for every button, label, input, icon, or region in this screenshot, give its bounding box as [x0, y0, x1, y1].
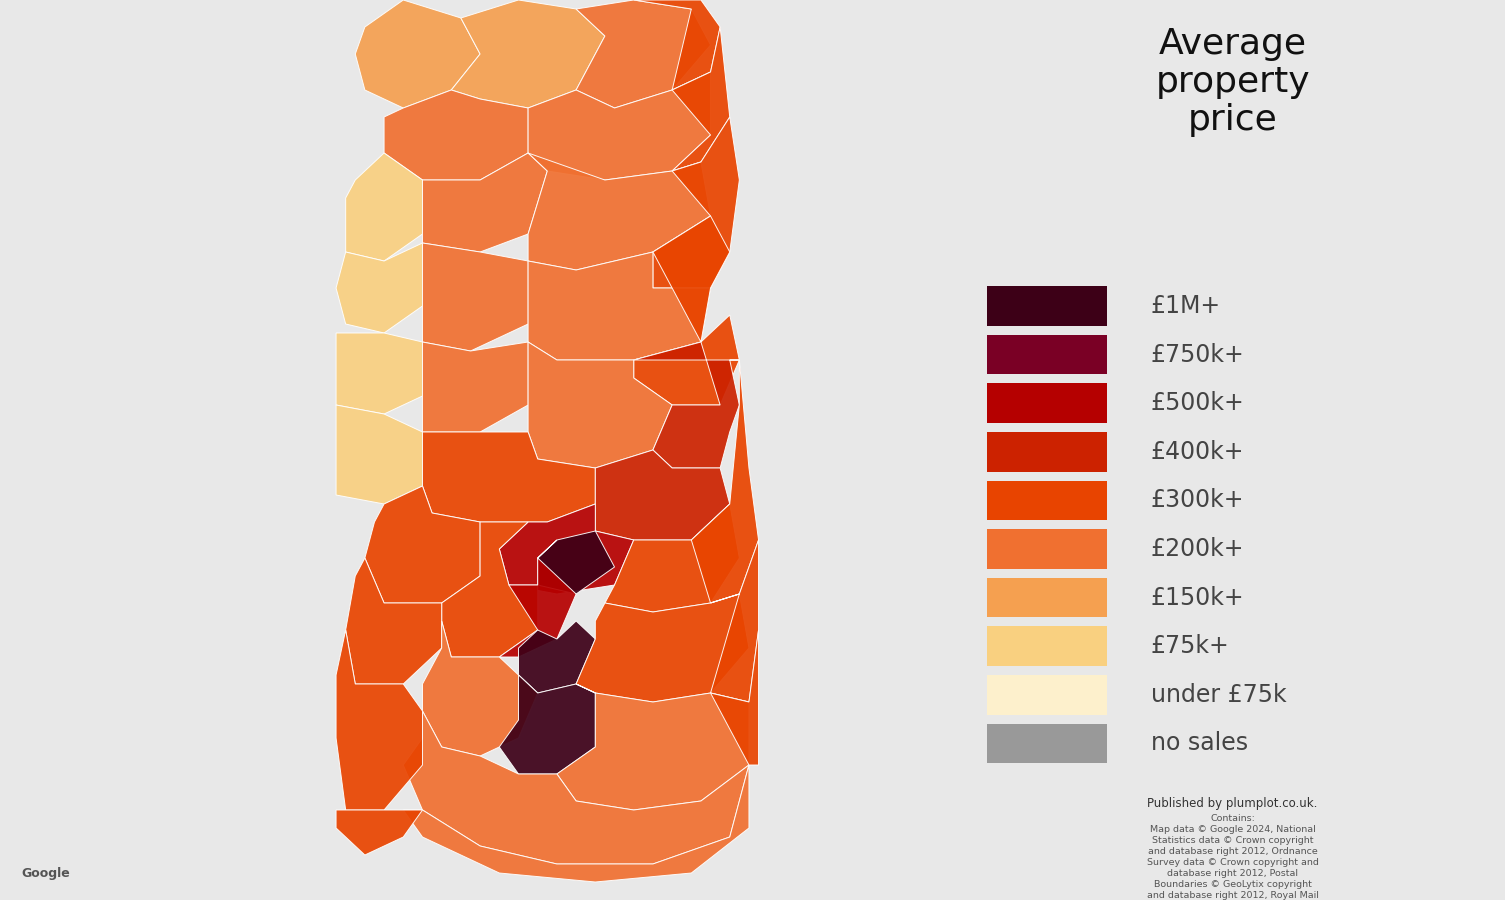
- Polygon shape: [653, 117, 739, 288]
- Polygon shape: [576, 594, 749, 702]
- Polygon shape: [346, 153, 423, 261]
- Text: under £75k: under £75k: [1151, 683, 1287, 706]
- Bar: [987, 578, 1108, 617]
- Polygon shape: [423, 432, 596, 522]
- Polygon shape: [519, 621, 596, 693]
- Polygon shape: [364, 486, 480, 603]
- Text: £200k+: £200k+: [1151, 537, 1245, 561]
- Bar: [987, 626, 1108, 666]
- Polygon shape: [500, 675, 596, 774]
- Bar: [987, 529, 1108, 569]
- Polygon shape: [355, 0, 480, 108]
- Text: £300k+: £300k+: [1151, 489, 1245, 512]
- Polygon shape: [634, 342, 739, 468]
- Polygon shape: [423, 153, 548, 252]
- Text: Average
property
price: Average property price: [1156, 27, 1309, 137]
- Text: Published by plumplot.co.uk.: Published by plumplot.co.uk.: [1147, 796, 1318, 809]
- Polygon shape: [423, 621, 537, 756]
- Text: £75k+: £75k+: [1151, 634, 1230, 658]
- Polygon shape: [452, 0, 605, 108]
- Polygon shape: [528, 342, 673, 468]
- Polygon shape: [557, 684, 749, 810]
- Text: Google: Google: [21, 868, 69, 880]
- Bar: [987, 286, 1108, 326]
- Text: £750k+: £750k+: [1151, 343, 1245, 366]
- Text: no sales: no sales: [1151, 732, 1248, 755]
- Bar: [987, 675, 1108, 715]
- Bar: [987, 383, 1108, 423]
- Bar: [987, 481, 1108, 520]
- Polygon shape: [528, 252, 710, 360]
- Polygon shape: [403, 711, 749, 864]
- Text: £500k+: £500k+: [1151, 392, 1245, 415]
- Bar: [987, 724, 1108, 763]
- Polygon shape: [336, 810, 423, 855]
- Polygon shape: [500, 540, 576, 657]
- Polygon shape: [423, 243, 528, 351]
- Polygon shape: [528, 153, 710, 270]
- Text: £1M+: £1M+: [1151, 294, 1221, 318]
- Polygon shape: [576, 0, 710, 108]
- Polygon shape: [710, 630, 759, 765]
- Polygon shape: [691, 360, 759, 603]
- Text: £150k+: £150k+: [1151, 586, 1245, 609]
- Bar: [987, 432, 1108, 472]
- Polygon shape: [346, 558, 441, 684]
- Text: £400k+: £400k+: [1151, 440, 1245, 464]
- Polygon shape: [605, 504, 739, 612]
- Polygon shape: [596, 450, 730, 540]
- Polygon shape: [634, 216, 739, 405]
- Text: Contains:
Map data © Google 2024, National
Statistics data © Crown copyright
and: Contains: Map data © Google 2024, Nation…: [1147, 814, 1318, 900]
- Polygon shape: [336, 630, 423, 810]
- Polygon shape: [336, 243, 423, 333]
- Polygon shape: [441, 522, 537, 657]
- Polygon shape: [673, 27, 730, 171]
- Polygon shape: [528, 72, 710, 180]
- Polygon shape: [634, 0, 721, 90]
- Polygon shape: [500, 504, 634, 594]
- Polygon shape: [336, 405, 423, 504]
- Polygon shape: [537, 531, 614, 594]
- Bar: [987, 335, 1108, 374]
- Polygon shape: [423, 342, 528, 432]
- Polygon shape: [336, 333, 423, 414]
- Polygon shape: [710, 540, 759, 702]
- Polygon shape: [403, 765, 749, 882]
- Polygon shape: [384, 90, 528, 180]
